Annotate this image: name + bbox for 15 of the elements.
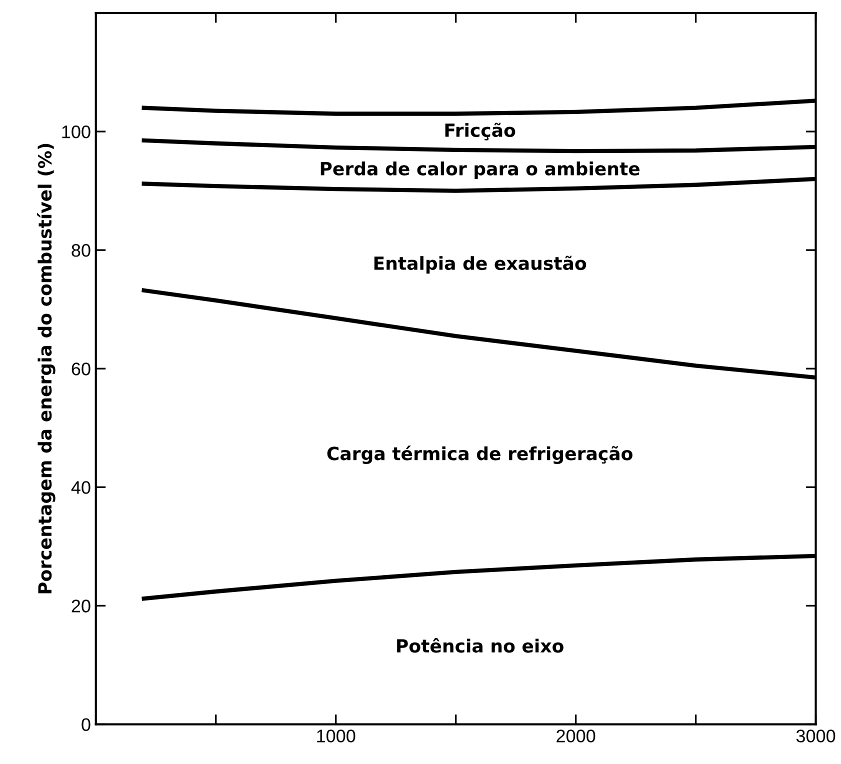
x-tick-label: 1000 [317,730,356,742]
annotation: Potência no eixo [397,638,564,653]
annotation: Fricção [445,122,516,140]
y-tick-label: 0 [82,718,90,731]
y-axis-title: Porcentagem da energia do combustível (%) [37,144,56,594]
y-tick-label: 20 [72,600,90,612]
annotation: Perda de calor para o ambiente [320,162,640,179]
y-tick-label: 80 [72,244,90,257]
y-tick-label: 60 [72,362,90,376]
x-tick-label: 2000 [556,730,596,742]
y-tick-label: 100 [62,125,90,138]
y-tick-label: 40 [71,481,90,494]
annotation: Entalpia de exaustão [374,256,586,274]
x-tick-label: 3000 [796,730,836,742]
annotation: Carga térmica de refrigeração [327,446,632,464]
